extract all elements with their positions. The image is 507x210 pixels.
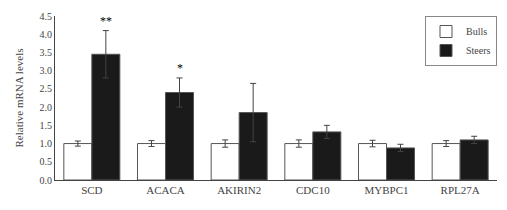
svg-text:Bulls: Bulls bbox=[466, 26, 487, 37]
svg-text:0.0: 0.0 bbox=[40, 175, 53, 186]
svg-text:MYBPC1: MYBPC1 bbox=[364, 184, 408, 196]
svg-text:Relative mRNA levels: Relative mRNA levels bbox=[13, 49, 25, 148]
svg-text:ACACA: ACACA bbox=[146, 184, 185, 196]
svg-text:*: * bbox=[177, 61, 183, 75]
svg-text:3.0: 3.0 bbox=[40, 65, 53, 76]
svg-text:CDC10: CDC10 bbox=[296, 184, 330, 196]
svg-text:**: ** bbox=[100, 14, 112, 28]
svg-text:1.0: 1.0 bbox=[40, 138, 53, 149]
svg-text:SCD: SCD bbox=[81, 184, 102, 196]
svg-text:2.0: 2.0 bbox=[40, 102, 53, 113]
svg-text:Steers: Steers bbox=[466, 45, 491, 56]
svg-text:3.5: 3.5 bbox=[40, 47, 53, 58]
svg-text:2.5: 2.5 bbox=[40, 83, 53, 94]
svg-text:0.5: 0.5 bbox=[40, 156, 53, 167]
svg-text:AKIRIN2: AKIRIN2 bbox=[217, 184, 261, 196]
svg-text:4.5: 4.5 bbox=[40, 11, 53, 22]
svg-text:1.5: 1.5 bbox=[40, 120, 53, 131]
svg-text:4.0: 4.0 bbox=[40, 29, 53, 40]
svg-text:RPL27A: RPL27A bbox=[441, 184, 480, 196]
